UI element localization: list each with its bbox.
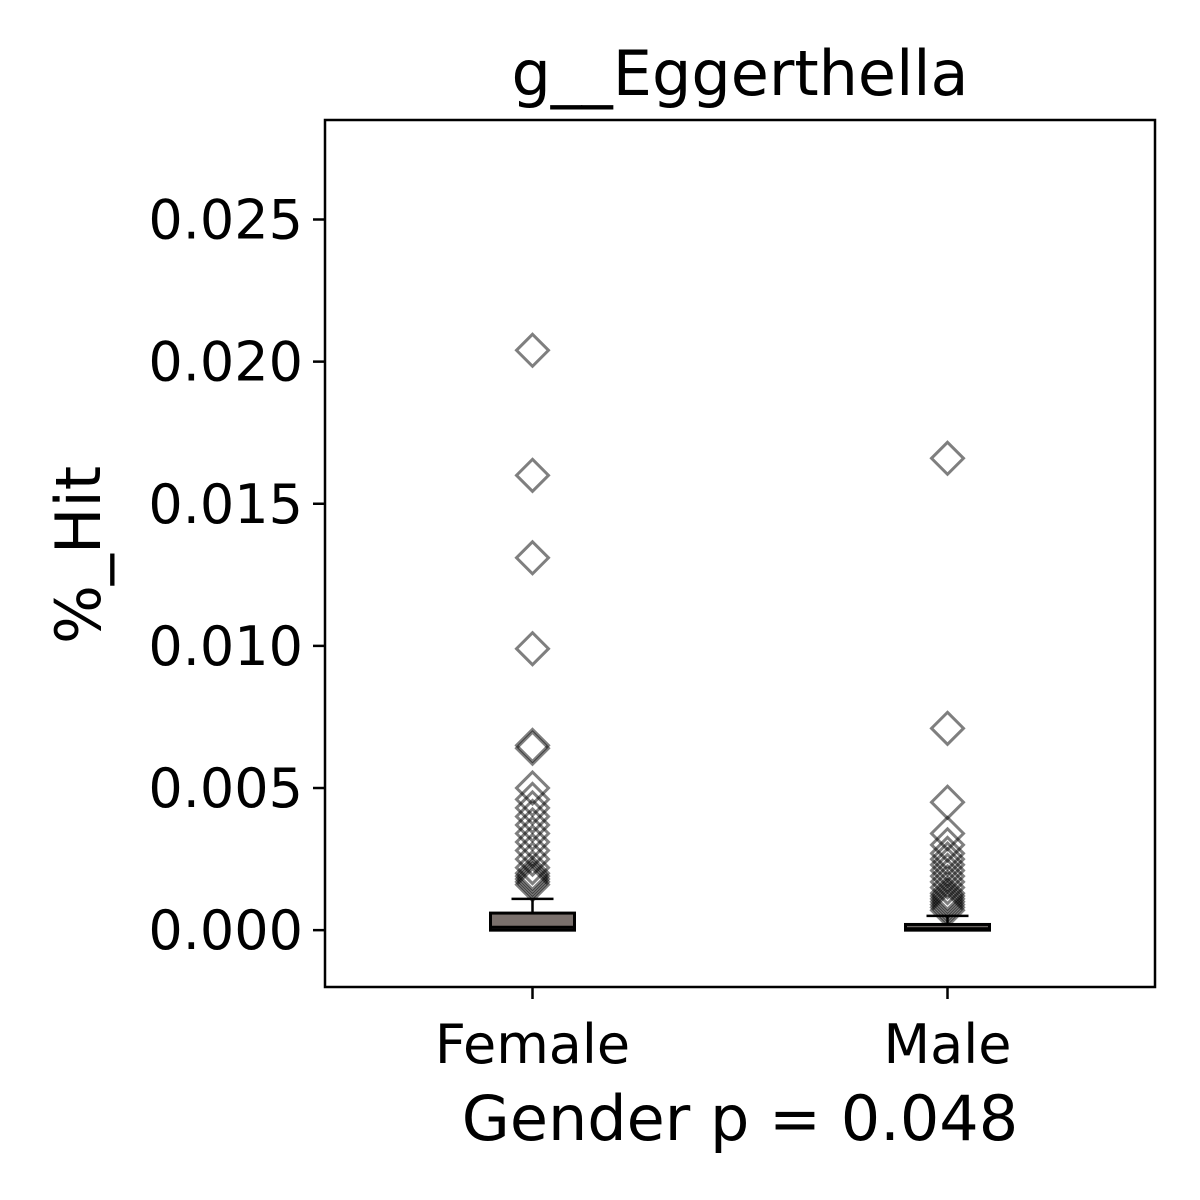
flier-point — [514, 860, 551, 898]
flier-point — [514, 332, 551, 369]
flier-point — [514, 769, 551, 807]
flier-point — [514, 840, 551, 878]
chart-title: g__Eggerthella — [511, 37, 968, 110]
plot-frame — [323, 118, 1157, 989]
y-tick-label: 0.015 — [148, 473, 303, 536]
flier-point — [929, 877, 966, 915]
x-axis: Female Male — [435, 987, 1012, 1076]
flier-point — [514, 849, 551, 886]
y-tick-label: 0.010 — [148, 615, 303, 678]
flier-point — [514, 457, 551, 494]
y-tick-label: 0.005 — [148, 757, 303, 820]
flier-point — [929, 863, 966, 900]
y-axis-label: %_Hit — [42, 466, 115, 644]
flier-point — [929, 784, 966, 821]
y-tick-label: 0.000 — [148, 899, 303, 962]
flier-point — [929, 440, 966, 477]
x-tick-label: Male — [884, 1013, 1012, 1076]
y-axis: 0.000 0.005 0.010 0.015 0.020 0.025 — [148, 188, 325, 962]
flier-point — [929, 875, 966, 912]
x-tick-label: Female — [435, 1013, 630, 1076]
x-axis-label: Gender p = 0.048 — [462, 1082, 1018, 1155]
box-group-male — [904, 440, 991, 932]
flier-point — [514, 630, 551, 667]
y-tick-label: 0.025 — [148, 188, 303, 251]
flier-point — [929, 869, 966, 906]
flier-point — [514, 855, 551, 892]
y-tick-label: 0.020 — [148, 331, 303, 394]
plot-area — [489, 332, 991, 932]
flier-point — [514, 727, 551, 764]
flier-point — [514, 858, 551, 895]
flier-point — [514, 539, 551, 576]
box-group-female — [489, 332, 576, 932]
flier-point — [929, 710, 966, 747]
flier-point — [514, 730, 551, 767]
